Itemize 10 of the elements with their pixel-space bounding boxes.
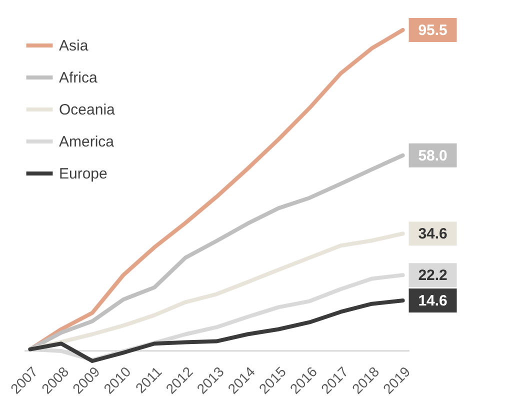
legend-label: Asia <box>59 38 89 54</box>
legend-label: Oceania <box>59 102 116 118</box>
legend-label: Europe <box>59 166 108 182</box>
data-label: 22.2 <box>418 267 448 284</box>
data-label: 14.6 <box>418 292 448 310</box>
data-label: 34.6 <box>418 226 448 243</box>
data-label: 58.0 <box>418 147 448 164</box>
data-label: 95.5 <box>418 22 448 39</box>
legend-label: America <box>59 134 115 150</box>
legend-label: Africa <box>59 70 98 86</box>
